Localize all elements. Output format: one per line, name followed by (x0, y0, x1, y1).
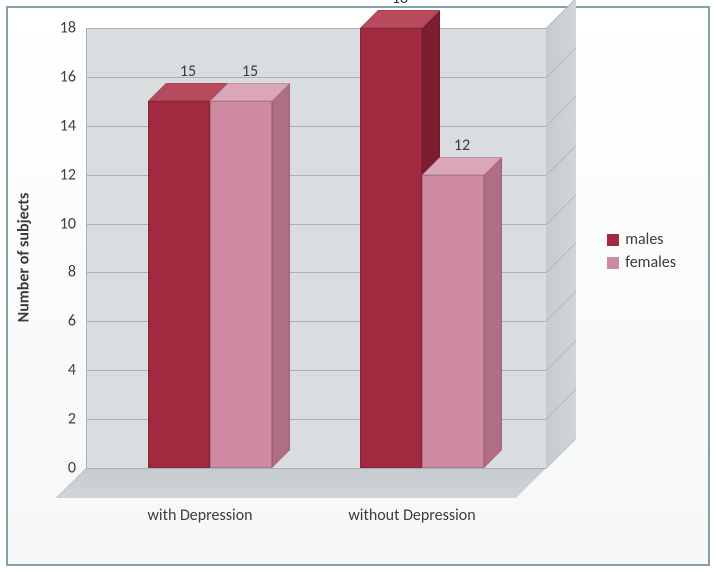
ytick-label: 12 (46, 165, 76, 184)
bar (148, 101, 210, 468)
plot-floor (56, 468, 546, 498)
bar-front (360, 28, 422, 468)
bar-side (484, 157, 502, 468)
bar (422, 175, 484, 468)
bar-front (210, 101, 272, 468)
gridline (86, 77, 546, 78)
ytick-label: 14 (46, 116, 76, 135)
gridline (86, 28, 546, 29)
bar-front (148, 101, 210, 468)
xtick-label: with Depression (147, 506, 252, 525)
legend: males females (597, 218, 686, 284)
value-label: 15 (242, 62, 258, 81)
ytick-label: 10 (46, 214, 76, 233)
ytick-label: 0 (46, 459, 76, 478)
side-wall (546, 0, 576, 468)
bar (210, 101, 272, 468)
xtick-label: without Depression (348, 506, 475, 525)
value-label: 18 (392, 0, 408, 8)
y-axis-title: Number of subjects (15, 193, 34, 323)
value-label: 12 (454, 136, 470, 155)
chart-container: Number of subjects 15 15 18 12 0 2 4 6 8 10 12 14 1… (6, 6, 710, 566)
legend-label-males: males (625, 230, 663, 249)
legend-label-females: females (625, 253, 676, 272)
legend-item-females: females (607, 253, 676, 272)
ytick-label: 18 (46, 19, 76, 38)
legend-swatch-females (607, 257, 619, 269)
ytick-label: 2 (46, 410, 76, 429)
legend-swatch-males (607, 234, 619, 246)
bar-front (422, 175, 484, 468)
ytick-label: 4 (46, 361, 76, 380)
ytick-label: 8 (46, 263, 76, 282)
legend-item-males: males (607, 230, 676, 249)
gridline (86, 468, 546, 469)
bar (360, 28, 422, 468)
plot-area: 15151812 (86, 28, 576, 508)
value-label: 15 (180, 62, 196, 81)
ytick-label: 16 (46, 67, 76, 86)
bar-side (272, 83, 290, 468)
ytick-label: 6 (46, 312, 76, 331)
